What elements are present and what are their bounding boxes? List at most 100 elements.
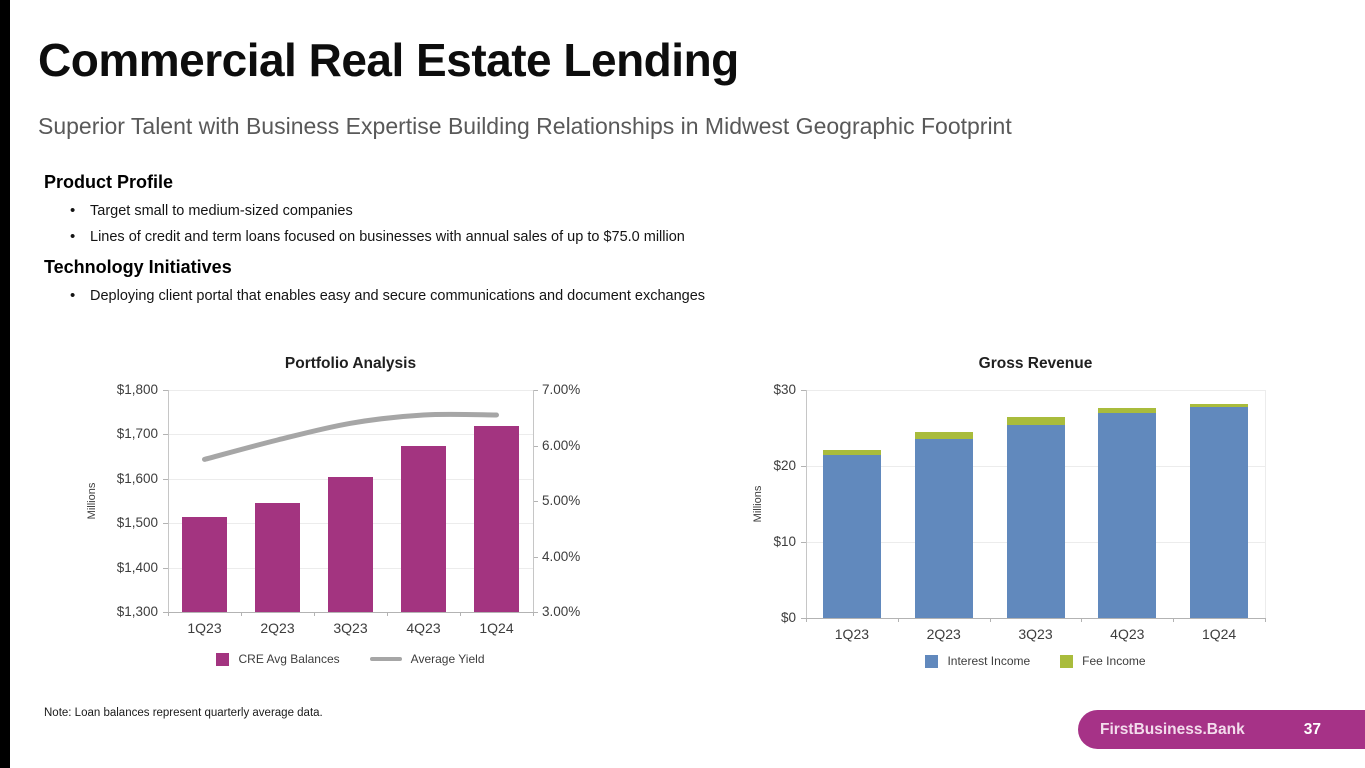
x-axis-tick-label: 2Q23 (926, 626, 961, 642)
bar-cre-avg-balances (328, 476, 373, 612)
y-axis-tick (801, 542, 806, 543)
legend-label: Fee Income (1082, 654, 1146, 668)
y-axis-tick (163, 612, 168, 613)
content-sections: Product Profile Target small to medium-si… (44, 172, 1064, 314)
secondary-axis-tick-label: 5.00% (542, 493, 581, 508)
bar-fee-income (822, 450, 881, 455)
bar-fee-income (1190, 404, 1249, 408)
x-axis-tick (1081, 618, 1083, 622)
bar-cre-avg-balances (474, 425, 519, 612)
legend-item: Fee Income (1060, 654, 1146, 668)
secondary-axis-tick-label: 4.00% (542, 548, 581, 564)
line-average-yield (202, 411, 499, 462)
y-axis-tick-label: $20 (773, 458, 796, 473)
x-axis-tick (533, 612, 534, 616)
x-axis-tick (387, 612, 388, 616)
secondary-axis-tick (533, 390, 538, 391)
bar-interest-income (1006, 424, 1065, 618)
bullet-item: Deploying client portal that enables eas… (70, 287, 1064, 304)
legend-label: Average Yield (410, 652, 485, 666)
secondary-axis-tick (533, 612, 538, 613)
chart-title: Gross Revenue (978, 355, 1093, 372)
x-axis-tick (806, 618, 807, 622)
secondary-axis-tick (533, 556, 538, 558)
x-axis-tick-label: 3Q23 (333, 620, 368, 636)
legend-swatch-interest-income (925, 654, 939, 668)
y-axis-tick-label: $1,800 (116, 382, 158, 397)
y-axis-line (806, 390, 807, 618)
bar-interest-income (1190, 407, 1249, 618)
secondary-axis-tick-label: 7.00% (542, 382, 581, 397)
section-heading: Product Profile (44, 172, 174, 192)
chart-legend: Interest Income Fee Income (806, 654, 1265, 668)
bullet-item: Lines of credit and term loans focused o… (70, 228, 1064, 245)
x-axis-baseline (168, 612, 533, 613)
y-axis-tick-label: $1,500 (116, 515, 158, 531)
legend-label: CRE Avg Balances (238, 652, 340, 666)
x-axis-tick (1265, 618, 1266, 622)
y-axis-tick (163, 523, 168, 525)
secondary-axis-tick-label: 6.00% (542, 437, 581, 453)
gridline (806, 390, 1265, 391)
bar-interest-income (822, 454, 881, 618)
gridline (168, 390, 533, 391)
legend-item: CRE Avg Balances (216, 652, 340, 666)
y-axis-tick (801, 390, 806, 391)
y-axis-tick-label: $0 (780, 610, 796, 625)
x-axis-tick (460, 612, 461, 616)
bullet-list: Target small to medium-sized companies Li… (44, 202, 1064, 245)
y-axis-tick-label: $1,400 (116, 559, 158, 575)
bullet-item: Target small to medium-sized companies (70, 202, 1064, 219)
bar-cre-avg-balances (182, 516, 227, 612)
chart-title: Portfolio Analysis (284, 355, 417, 372)
y-axis-tick-label: $10 (773, 534, 796, 549)
x-axis-tick-label: 1Q24 (1201, 626, 1237, 642)
x-axis-baseline (806, 618, 1265, 619)
chart-legend: CRE Avg Balances Average Yield (168, 652, 533, 666)
slide-edge-accent-bar (0, 0, 10, 768)
x-axis-tick (241, 612, 242, 616)
legend-swatch-fee-income (1060, 654, 1074, 668)
x-axis-tick-label: 1Q23 (834, 626, 870, 642)
section-heading: Technology Initiatives (44, 257, 232, 277)
x-axis-tick-label: 2Q23 (260, 620, 295, 636)
bar-interest-income (1098, 412, 1157, 618)
x-axis-tick-label: 1Q23 (187, 620, 222, 636)
y-axis-tick (163, 478, 168, 480)
legend-swatch-average-yield (369, 657, 402, 661)
footnote: Note: Loan balances represent quarterly … (44, 707, 323, 719)
plot-right-border (1265, 390, 1266, 618)
legend-swatch-cre-avg-balances (216, 652, 230, 666)
y-axis-tick-label: $30 (773, 382, 796, 397)
y-axis-tick-label: $1,700 (116, 426, 158, 442)
bar-fee-income (1098, 408, 1157, 413)
secondary-axis-tick-label: 3.00% (542, 604, 581, 619)
secondary-axis-tick (533, 501, 538, 502)
legend-item: Interest Income (925, 654, 1030, 668)
page-number: 37 (1303, 720, 1321, 738)
bar-fee-income (1006, 417, 1065, 425)
bar-fee-income (914, 431, 973, 440)
y-axis-tick (163, 567, 168, 569)
secondary-axis-tick (533, 445, 538, 447)
y-axis-tick (163, 434, 168, 436)
legend-item: Average Yield (369, 652, 485, 666)
slide-subtitle: Superior Talent with Business Expertise … (38, 113, 1012, 139)
secondary-axis-line (533, 390, 534, 612)
y-axis-tick-label: $1,600 (116, 470, 158, 486)
legend-label: Interest Income (947, 654, 1031, 668)
x-axis-tick (168, 612, 169, 616)
footer-brand-bar: FirstBusiness.Bank 37 (1078, 710, 1365, 749)
y-axis-title: Millions (752, 485, 764, 523)
bar-cre-avg-balances (255, 503, 300, 612)
x-axis-tick-label: 3Q23 (1018, 626, 1053, 642)
x-axis-tick-label: 4Q23 (1110, 626, 1145, 642)
x-axis-tick (314, 612, 315, 616)
x-axis-tick (1173, 618, 1175, 622)
x-axis-tick-label: 1Q24 (479, 620, 514, 636)
y-axis-tick (163, 390, 168, 391)
gross-revenue-chart: Gross Revenue $0 $10 $20 $30 1Q23 2Q23 3Q23 4Q23… (745, 352, 1275, 682)
bar-cre-avg-balances (401, 445, 446, 612)
y-axis-tick-label: $1,300 (116, 604, 158, 619)
